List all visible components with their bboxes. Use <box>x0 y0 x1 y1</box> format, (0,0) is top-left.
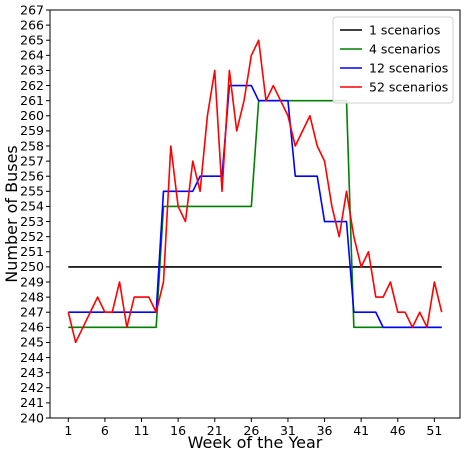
y-tick-label: 257 <box>20 153 44 168</box>
y-tick-label: 261 <box>20 93 44 108</box>
plot-frame <box>49 9 461 419</box>
legend: 1 scenarios 4 scenarios 12 scenarios 52 sce… <box>332 16 454 104</box>
legend-box <box>332 16 454 104</box>
x-tick-label: 11 <box>134 423 150 438</box>
y-tick-label: 265 <box>20 33 44 48</box>
x-tick-label: 46 <box>390 423 406 438</box>
x-tick-label: 36 <box>317 423 333 438</box>
y-tick-label: 245 <box>20 335 44 350</box>
x-tick-label: 26 <box>243 423 259 438</box>
x-tick-label: 51 <box>426 423 442 438</box>
x-tick-label: 31 <box>280 423 296 438</box>
series-line-4 <box>67 39 443 344</box>
y-tick-label: 256 <box>20 169 44 184</box>
y-tick-label: 255 <box>20 184 44 199</box>
x-tick-label: 1 <box>64 423 72 438</box>
legend-label: 52 scenarios <box>369 79 448 94</box>
y-tick-label: 267 <box>20 2 44 17</box>
x-axis: 1 6 11 16 21 26 31 36 41 46 51 <box>64 418 442 438</box>
y-tick-label: 258 <box>20 138 44 153</box>
y-tick-label: 259 <box>20 123 44 138</box>
x-tick-label: 6 <box>101 423 109 438</box>
legend-label: 4 scenarios <box>369 41 440 56</box>
y-tick-label: 260 <box>20 108 44 123</box>
y-tick-label: 249 <box>20 274 44 289</box>
x-tick-label: 21 <box>207 423 223 438</box>
series-line-3 <box>68 84 442 329</box>
y-tick-label: 251 <box>20 244 44 259</box>
y-tick-label: 248 <box>20 289 44 304</box>
y-tick-label: 241 <box>20 395 44 410</box>
x-tick-label: 41 <box>353 423 369 438</box>
legend-label: 1 scenarios <box>369 22 440 37</box>
y-tick-label: 266 <box>20 17 44 32</box>
y-tick-label: 242 <box>20 380 44 395</box>
y-tick-label: 254 <box>20 199 44 214</box>
series-layer <box>67 39 443 344</box>
y-axis: 2402412422432442452462472482492502512522… <box>20 2 50 425</box>
y-tick-label: 264 <box>20 48 44 63</box>
x-axis-title: Week of the Year <box>188 433 323 452</box>
y-tick-label: 246 <box>20 320 44 335</box>
y-tick-label: 250 <box>20 259 44 274</box>
y-axis-title: Number of Buses <box>2 145 21 283</box>
y-tick-label: 253 <box>20 214 44 229</box>
y-tick-label: 247 <box>20 305 44 320</box>
y-tick-label: 244 <box>20 350 44 365</box>
y-tick-label: 262 <box>20 78 44 93</box>
y-tick-label: 243 <box>20 365 44 380</box>
y-tick-label: 240 <box>20 410 44 425</box>
y-tick-label: 252 <box>20 229 44 244</box>
legend-label: 12 scenarios <box>369 60 448 75</box>
x-tick-label: 16 <box>170 423 186 438</box>
y-tick-label: 263 <box>20 63 44 78</box>
